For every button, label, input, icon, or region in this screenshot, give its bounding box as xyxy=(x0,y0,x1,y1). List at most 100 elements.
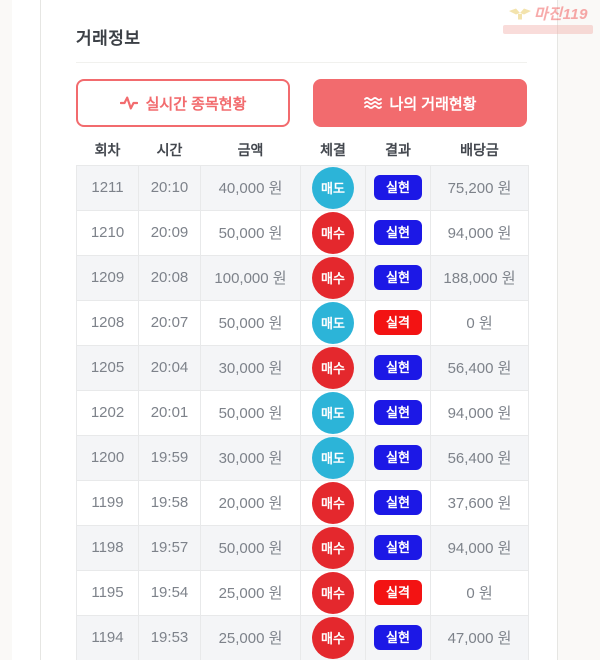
time-cell: 20:04 xyxy=(138,344,201,391)
result-cell: 실현 xyxy=(365,164,431,211)
realized-badge: 실현 xyxy=(374,535,422,560)
round-cell: 1194 xyxy=(76,614,139,660)
page-title: 거래정보 xyxy=(76,29,141,48)
trade-info-card: 거래정보 실시간 종목현황 나의 거래현황 회차 시간 금액 체결 결과 배당금 1211… xyxy=(40,0,558,660)
table-row: 1194 19:53 25,000 원 매수 실현 47,000 원 xyxy=(76,614,529,660)
side-cell: 매도 xyxy=(300,164,366,211)
table-row: 1195 19:54 25,000 원 매수 실격 0 원 xyxy=(76,569,529,616)
watermark-top: 마진119 xyxy=(508,3,588,24)
column-header-3: 체결 xyxy=(300,139,366,165)
realized-badge: 실현 xyxy=(374,175,422,200)
amount-cell: 25,000 원 xyxy=(200,614,301,660)
result-cell: 실격 xyxy=(365,299,431,346)
payout-cell: 0 원 xyxy=(430,569,529,616)
realized-badge: 실현 xyxy=(374,355,422,380)
time-cell: 20:09 xyxy=(138,209,201,256)
table-header-row: 회차 시간 금액 체결 결과 배당금 xyxy=(76,139,529,165)
side-cell: 매수 xyxy=(300,344,366,391)
side-cell: 매도 xyxy=(300,434,366,481)
result-cell: 실현 xyxy=(365,389,431,436)
side-cell: 매도 xyxy=(300,299,366,346)
table-row: 1210 20:09 50,000 원 매수 실현 94,000 원 xyxy=(76,209,529,256)
buy-badge: 매수 xyxy=(312,526,354,569)
realtime-stocks-label: 실시간 종목현황 xyxy=(145,95,247,113)
side-cell: 매수 xyxy=(300,524,366,571)
disqualified-badge: 실격 xyxy=(374,580,422,605)
table-row: 1199 19:58 20,000 원 매수 실현 37,600 원 xyxy=(76,479,529,526)
my-trades-button[interactable]: 나의 거래현황 xyxy=(313,79,527,127)
realized-badge: 실현 xyxy=(374,625,422,650)
buy-badge: 매수 xyxy=(312,481,354,524)
realized-badge: 실현 xyxy=(374,490,422,515)
time-cell: 20:08 xyxy=(138,254,201,301)
payout-cell: 94,000 원 xyxy=(430,389,529,436)
buy-badge: 매수 xyxy=(312,571,354,614)
payout-cell: 56,400 원 xyxy=(430,344,529,391)
result-cell: 실현 xyxy=(365,434,431,481)
column-header-2: 금액 xyxy=(200,139,301,165)
column-header-4: 결과 xyxy=(365,139,431,165)
buy-badge: 매수 xyxy=(312,211,354,254)
round-cell: 1210 xyxy=(76,209,139,256)
side-cell: 매수 xyxy=(300,254,366,301)
time-cell: 20:07 xyxy=(138,299,201,346)
table-row: 1200 19:59 30,000 원 매도 실현 56,400 원 xyxy=(76,434,529,481)
time-cell: 20:01 xyxy=(138,389,201,436)
result-cell: 실현 xyxy=(365,614,431,660)
time-cell: 20:10 xyxy=(138,164,201,211)
realized-badge: 실현 xyxy=(374,220,422,245)
round-cell: 1209 xyxy=(76,254,139,301)
watermark-tagline-bar xyxy=(503,25,593,34)
disqualified-badge: 실격 xyxy=(374,310,422,335)
watermark-brand-text: 마진119 xyxy=(533,6,588,23)
tab-button-row: 실시간 종목현황 나의 거래현황 xyxy=(76,79,527,127)
sell-badge: 매도 xyxy=(312,436,354,479)
realtime-stocks-button[interactable]: 실시간 종목현황 xyxy=(76,79,290,127)
round-cell: 1208 xyxy=(76,299,139,346)
table-row: 1208 20:07 50,000 원 매도 실격 0 원 xyxy=(76,299,529,346)
amount-cell: 100,000 원 xyxy=(200,254,301,301)
amount-cell: 50,000 원 xyxy=(200,299,301,346)
brand-watermark: 마진119 xyxy=(500,3,596,34)
left-panel-edge xyxy=(12,0,40,660)
round-cell: 1195 xyxy=(76,569,139,616)
table-row: 1202 20:01 50,000 원 매도 실현 94,000 원 xyxy=(76,389,529,436)
table-row: 1211 20:10 40,000 원 매도 실현 75,200 원 xyxy=(76,164,529,211)
table-row: 1198 19:57 50,000 원 매수 실현 94,000 원 xyxy=(76,524,529,571)
result-cell: 실격 xyxy=(365,569,431,616)
result-cell: 실현 xyxy=(365,209,431,256)
round-cell: 1211 xyxy=(76,164,139,211)
trade-history-table: 회차 시간 금액 체결 결과 배당금 1211 20:10 40,000 원 매도 실현 75,20… xyxy=(76,139,529,660)
payout-cell: 0 원 xyxy=(430,299,529,346)
payout-cell: 94,000 원 xyxy=(430,209,529,256)
table-row: 1205 20:04 30,000 원 매수 실현 56,400 원 xyxy=(76,344,529,391)
amount-cell: 50,000 원 xyxy=(200,209,301,256)
time-cell: 19:59 xyxy=(138,434,201,481)
sell-badge: 매도 xyxy=(312,301,354,344)
side-cell: 매수 xyxy=(300,479,366,526)
amount-cell: 30,000 원 xyxy=(200,344,301,391)
amount-cell: 50,000 원 xyxy=(200,389,301,436)
amount-cell: 25,000 원 xyxy=(200,569,301,616)
time-cell: 19:54 xyxy=(138,569,201,616)
round-cell: 1200 xyxy=(76,434,139,481)
table-row: 1209 20:08 100,000 원 매수 실현 188,000 원 xyxy=(76,254,529,301)
round-cell: 1205 xyxy=(76,344,139,391)
realized-badge: 실현 xyxy=(374,265,422,290)
sell-badge: 매도 xyxy=(312,391,354,434)
side-cell: 매수 xyxy=(300,569,366,616)
amount-cell: 30,000 원 xyxy=(200,434,301,481)
column-header-1: 시간 xyxy=(138,139,201,165)
amount-cell: 50,000 원 xyxy=(200,524,301,571)
payout-cell: 47,000 원 xyxy=(430,614,529,660)
eagle-icon xyxy=(508,8,531,19)
realized-badge: 실현 xyxy=(374,445,422,470)
result-cell: 실현 xyxy=(365,254,431,301)
realized-badge: 실현 xyxy=(374,400,422,425)
buy-badge: 매수 xyxy=(312,256,354,299)
amount-cell: 40,000 원 xyxy=(200,164,301,211)
result-cell: 실현 xyxy=(365,524,431,571)
side-cell: 매수 xyxy=(300,209,366,256)
time-cell: 19:57 xyxy=(138,524,201,571)
buy-badge: 매수 xyxy=(312,616,354,659)
